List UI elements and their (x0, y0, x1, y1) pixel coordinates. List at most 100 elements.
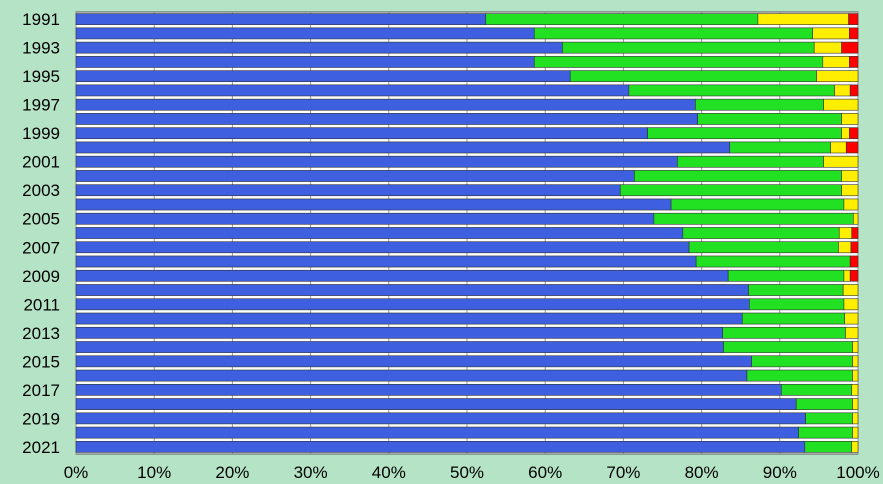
bar-segment-2020-s2 (852, 426, 859, 439)
bar-segment-2009-s2 (843, 269, 851, 282)
bar-segment-2005-s0 (75, 212, 655, 225)
y-tick-label: 2005 (22, 210, 60, 229)
x-tick-label: 80% (685, 463, 719, 482)
bar-segment-2002-s0 (75, 170, 635, 182)
bar-segment-2013-s2 (845, 326, 859, 339)
bar-segment-2015-s1 (751, 355, 853, 368)
bar-segment-2016-s2 (852, 369, 859, 382)
bar-segment-2010-s2 (842, 284, 859, 296)
bar-segment-2006-s0 (75, 227, 684, 239)
y-tick-label: 2019 (22, 409, 60, 428)
bar-segment-2015-s2 (852, 355, 859, 368)
x-tick-label: 100% (836, 463, 879, 482)
bar-segment-2019-s0 (75, 412, 806, 425)
bar-segment-1993-s1 (562, 41, 815, 54)
bar-segment-2021-s1 (804, 441, 853, 453)
y-tick-label: 2009 (22, 267, 60, 286)
bar-segment-2021-s0 (75, 441, 806, 453)
bar-segment-2009-s3 (849, 269, 859, 282)
bar-segment-2001-s0 (75, 155, 678, 168)
bar-segment-2018-s2 (852, 398, 859, 410)
bar-segment-1992-s0 (75, 27, 535, 40)
bar-segment-2007-s0 (75, 241, 690, 254)
bar-segment-2008-s3 (849, 255, 859, 268)
y-tick-label: 2003 (22, 181, 60, 200)
bar-segment-2015-s0 (75, 355, 752, 368)
bar-segment-1992-s1 (533, 27, 813, 40)
bar-segment-2011-s1 (749, 298, 845, 311)
bar-segment-2001-s1 (677, 155, 824, 168)
bar-segment-2010-s0 (75, 284, 749, 296)
bar-segment-2013-s0 (75, 326, 724, 339)
bar-segment-2018-s0 (75, 398, 797, 410)
bar-segment-2021-s2 (851, 441, 859, 453)
bar-segment-2019-s2 (852, 412, 859, 425)
y-tick-label: 2001 (22, 153, 60, 172)
bar-segment-1999-s0 (75, 127, 648, 140)
bar-segment-2017-s0 (75, 383, 782, 396)
x-tick-label: 70% (606, 463, 640, 482)
bar-segment-1997-s0 (75, 98, 696, 111)
bar-segment-2000-s0 (75, 141, 731, 154)
bar-segment-1993-s2 (813, 41, 842, 54)
bar-segment-1998-s2 (841, 113, 859, 125)
bar-segment-2013-s1 (722, 326, 846, 339)
bar-segment-1992-s2 (812, 27, 850, 40)
bar-segment-2011-s2 (843, 298, 859, 311)
bar-segment-2006-s1 (682, 227, 840, 239)
y-axis-labels: 1991 1993 1995 1997 1999 2001 2003 2005 2007 2009… (22, 10, 60, 457)
bar-segment-2007-s2 (838, 241, 852, 254)
y-tick-label: 1991 (22, 10, 60, 29)
bar-segment-2014-s1 (723, 341, 853, 353)
bar-segment-1999-s2 (841, 127, 850, 140)
bar-segment-2008-s1 (695, 255, 851, 268)
bar-segment-2001-s2 (823, 155, 859, 168)
bar-segment-2006-s3 (851, 227, 859, 239)
bar-segment-2017-s2 (851, 383, 859, 396)
bar-segment-1991-s1 (485, 13, 759, 25)
y-tick-label: 2015 (22, 352, 60, 371)
bars (75, 13, 859, 453)
bar-segment-1992-s3 (849, 27, 859, 40)
bar-segment-1998-s1 (697, 113, 842, 125)
y-tick-label: 1999 (22, 124, 60, 143)
bar-segment-1997-s2 (823, 98, 859, 111)
bar-segment-2012-s0 (75, 312, 743, 325)
x-tick-label: 10% (137, 463, 171, 482)
bar-segment-1994-s2 (822, 56, 850, 68)
bar-segment-2004-s2 (843, 198, 859, 211)
bar-segment-2003-s0 (75, 184, 621, 197)
bar-segment-2012-s2 (844, 312, 859, 325)
bar-segment-2016-s0 (75, 369, 748, 382)
bar-segment-1993-s0 (75, 41, 563, 54)
x-tick-label: 0% (64, 463, 89, 482)
bar-segment-2016-s1 (746, 369, 853, 382)
bar-segment-2000-s3 (845, 141, 859, 154)
bar-segment-1991-s2 (757, 13, 849, 25)
bar-segment-2018-s1 (795, 398, 853, 410)
bar-segment-1995-s0 (75, 70, 571, 83)
bar-segment-2012-s1 (741, 312, 846, 325)
bar-segment-1999-s3 (849, 127, 859, 140)
bar-segment-2004-s1 (670, 198, 845, 211)
y-tick-label: 2017 (22, 381, 60, 400)
y-tick-label: 2021 (22, 438, 60, 457)
bar-segment-2020-s0 (75, 426, 799, 439)
bar-segment-1991-s0 (75, 13, 487, 25)
bar-segment-2000-s2 (830, 141, 847, 154)
bar-segment-2020-s1 (798, 426, 853, 439)
bar-segment-1991-s3 (848, 13, 859, 25)
bar-segment-2007-s1 (688, 241, 839, 254)
y-tick-label: 2011 (23, 295, 60, 314)
bar-segment-1994-s0 (75, 56, 535, 68)
bar-segment-1994-s3 (849, 56, 859, 68)
bar-segment-2003-s1 (619, 184, 842, 197)
bar-segment-2014-s0 (75, 341, 724, 353)
x-tick-label: 30% (294, 463, 328, 482)
bar-segment-1999-s1 (647, 127, 842, 140)
bar-segment-1996-s1 (628, 84, 835, 97)
bar-segment-1995-s1 (569, 70, 817, 83)
bar-segment-2002-s2 (841, 170, 859, 182)
bar-segment-2009-s0 (75, 269, 729, 282)
